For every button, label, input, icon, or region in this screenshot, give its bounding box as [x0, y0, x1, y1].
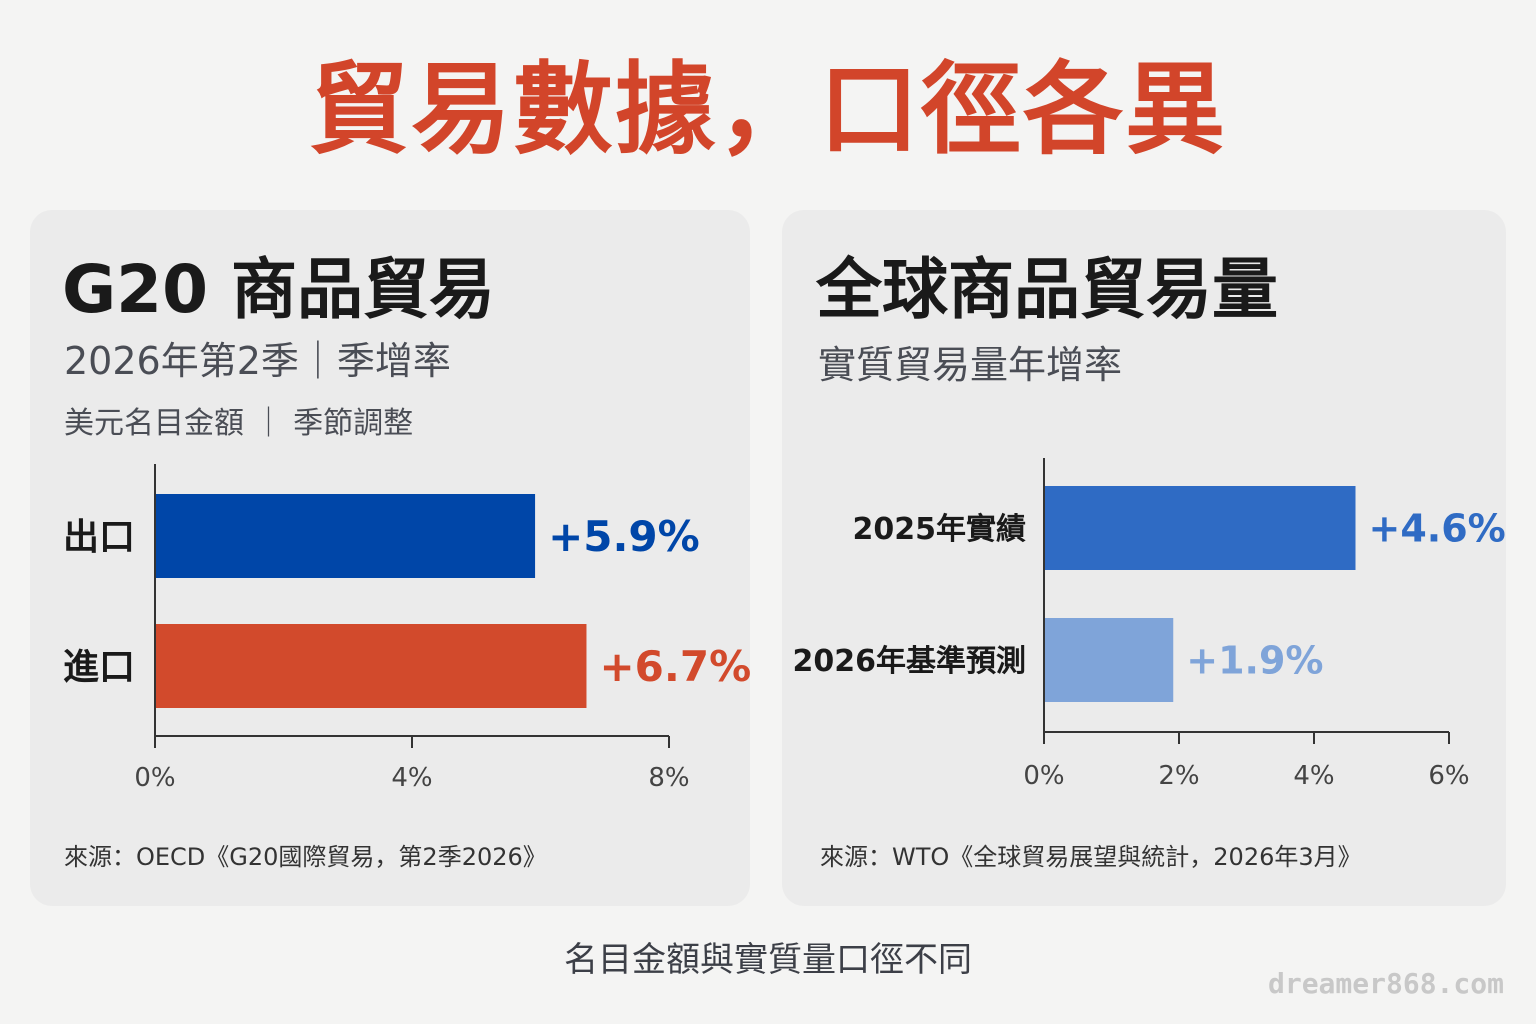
category-label: 2025年實績 [853, 512, 1027, 547]
x-tick-label: 4% [391, 763, 432, 793]
x-tick-label: 2% [1158, 761, 1199, 791]
x-tick-label: 4% [1293, 761, 1334, 791]
source-note: 來源：WTO《全球貿易展望與統計，2026年3月》 [820, 843, 1362, 871]
x-tick-label: 6% [1428, 761, 1469, 791]
panel-title: 全球商品貿易量 [816, 251, 1278, 328]
bar [156, 494, 536, 578]
g20-trade-bar-chart: 0% 4% 8% 出口 +5.9% 進口 +6.7% [63, 464, 751, 793]
bar [156, 624, 587, 708]
bar [1045, 486, 1356, 570]
x-tick-label: 8% [648, 763, 689, 793]
panel-subtitle: 2026年第2季｜季增率 [64, 339, 451, 383]
x-tick-label: 0% [1023, 761, 1064, 791]
panel-g20-merchandise-trade: G20 商品貿易 2026年第2季｜季增率 美元名目金額 ｜ 季節調整 0% 4%… [30, 210, 751, 906]
data-label: +4.6% [1369, 507, 1506, 551]
data-label: +6.7% [599, 642, 751, 691]
bar [1045, 618, 1174, 702]
source-note: 來源：OECD《G20國際貿易，第2季2026》 [64, 843, 547, 871]
data-label: +5.9% [548, 512, 700, 561]
category-label: 2026年基準預測 [793, 644, 1027, 679]
category-label: 出口 [63, 517, 135, 558]
panel-title: G20 商品貿易 [62, 251, 495, 328]
x-tick-label: 0% [134, 763, 175, 793]
data-label: +1.9% [1186, 639, 1323, 683]
category-label: 進口 [63, 647, 135, 688]
panel-note: 美元名目金額 ｜ 季節調整 [64, 406, 414, 441]
watermark: dreamer868.com [1267, 967, 1504, 1000]
panel-world-trade-volume: 全球商品貿易量 實質貿易量年增率 0% 2% 4% 6% 2025年實績 +4.6% 202… [782, 210, 1506, 906]
panel-subtitle: 實質貿易量年增率 [818, 343, 1123, 387]
main-title: 貿易數據，口徑各異 [309, 51, 1227, 168]
footer-note: 名目金額與實質量口徑不同 [564, 940, 972, 980]
world-trade-volume-bar-chart: 0% 2% 4% 6% 2025年實績 +4.6% 2026年基準預測 +1.9% [793, 458, 1506, 791]
